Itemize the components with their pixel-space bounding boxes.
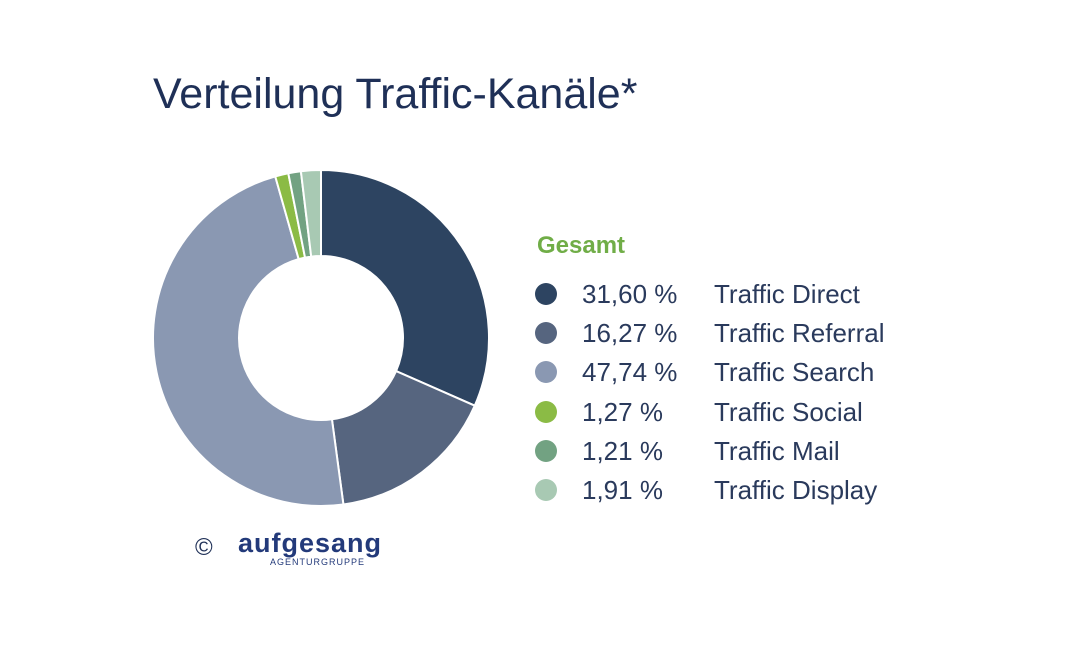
legend-item: 1,91 % Traffic Display — [535, 475, 877, 505]
legend-marker — [535, 440, 557, 462]
legend-item: 47,74 % Traffic Search — [535, 357, 874, 387]
legend-marker — [535, 401, 557, 423]
logo-subtitle: AGENTURGRUPPE — [270, 557, 366, 567]
legend-label: Traffic Mail — [714, 435, 840, 466]
donut-slice-traffic-display — [299, 168, 322, 258]
legend-label: Traffic Display — [714, 474, 878, 505]
chart-title: Verteilung Traffic-Kanäle* — [153, 70, 638, 118]
legend-marker — [535, 322, 557, 344]
legend-value: 1,91 % — [582, 474, 663, 505]
legend-value: 16,27 % — [582, 317, 678, 348]
legend-label: Traffic Referral — [714, 317, 885, 348]
copyright-icon: © — [195, 534, 213, 561]
donut-slice-traffic-direct — [320, 168, 490, 408]
legend-title: Gesamt — [537, 232, 626, 259]
legend-label: Traffic Social — [714, 396, 863, 427]
legend-marker — [535, 283, 557, 305]
legend-label: Traffic Search — [714, 356, 875, 387]
legend-value: 1,21 % — [582, 435, 663, 466]
legend-item: 1,21 % Traffic Mail — [535, 436, 840, 466]
legend-marker — [535, 361, 557, 383]
donut-slice-traffic-search — [152, 175, 345, 507]
legend-value: 31,60 % — [582, 278, 678, 309]
legend-label: Traffic Direct — [714, 278, 860, 309]
legend-value: 47,74 % — [582, 356, 678, 387]
legend-item: 31,60 % Traffic Direct — [535, 279, 860, 309]
logo: aufgesang — [238, 528, 383, 558]
legend-value: 1,27 % — [582, 396, 663, 427]
legend-marker — [535, 479, 557, 501]
legend-item: 1,27 % Traffic Social — [535, 397, 863, 427]
legend-item: 16,27 % Traffic Referral — [535, 318, 885, 348]
